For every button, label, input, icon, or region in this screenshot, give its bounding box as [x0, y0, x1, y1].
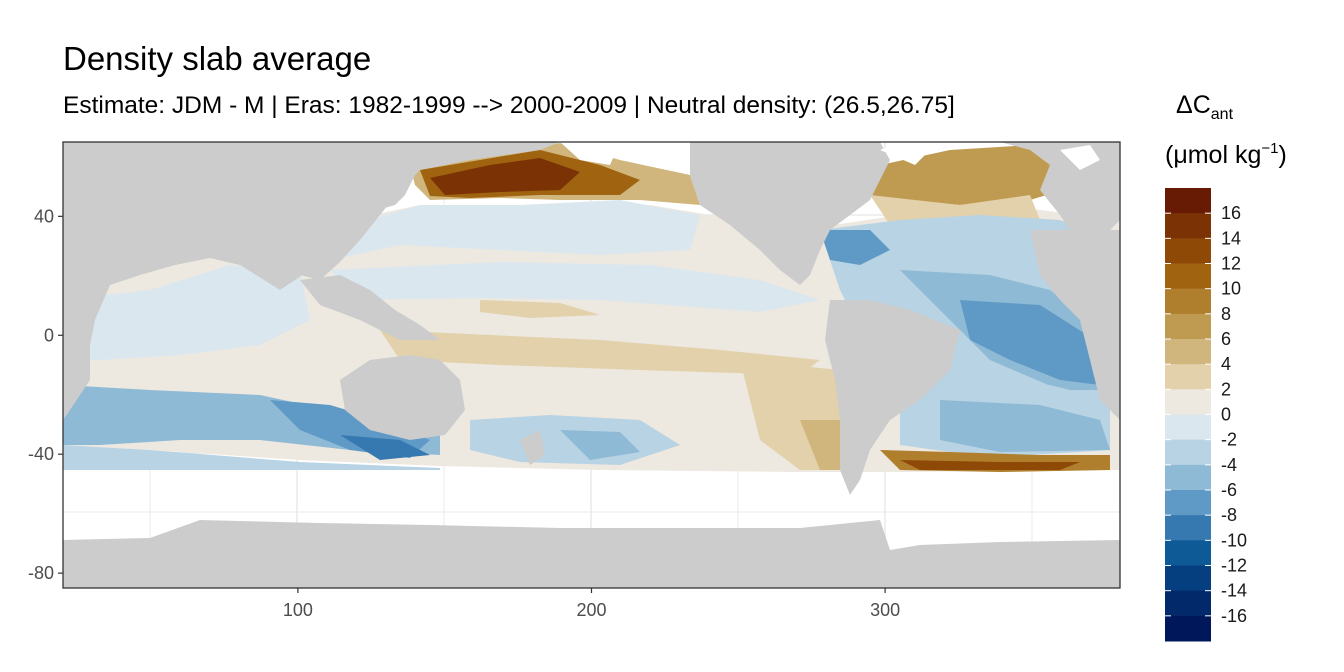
legend-label: -2	[1221, 430, 1237, 450]
australia	[340, 355, 465, 440]
north-atlantic-pool	[870, 145, 1090, 205]
y-tick-label: -40	[28, 444, 54, 464]
legend-swatch	[1165, 238, 1211, 264]
legend-swatch	[1165, 414, 1211, 441]
legend-label: -10	[1221, 530, 1247, 550]
legend-swatches	[1165, 188, 1211, 642]
legend-swatch	[1165, 615, 1211, 642]
x-tick-label: 200	[576, 600, 606, 620]
chart-subtitle: Estimate: JDM - M | Eras: 1982-1999 --> …	[63, 92, 955, 119]
y-tick-label: -80	[28, 563, 54, 583]
x-tick-label: 300	[870, 600, 900, 620]
chart-title: Density slab average	[63, 40, 372, 77]
legend-swatch	[1165, 565, 1211, 592]
map-panel	[63, 142, 1120, 588]
x-tick-label: 100	[283, 600, 313, 620]
y-tick-label: 40	[34, 206, 54, 226]
legend-swatch	[1165, 389, 1211, 415]
legend-swatch	[1165, 540, 1211, 566]
asia-east	[230, 142, 560, 280]
legend-swatch	[1165, 590, 1211, 617]
africa	[1030, 230, 1120, 420]
legend-swatch	[1165, 515, 1211, 541]
legend-label: 6	[1221, 329, 1231, 349]
legend-label: 4	[1221, 354, 1231, 374]
legend-title-unit: (μmol kg−1)	[1165, 140, 1287, 169]
legend-label: -6	[1221, 480, 1237, 500]
maritime-continent	[300, 275, 440, 340]
legend-swatch	[1165, 288, 1211, 315]
legend-swatch	[1165, 188, 1211, 214]
new-zealand	[520, 430, 545, 465]
legend-label: -8	[1221, 505, 1237, 525]
legend-swatch	[1165, 364, 1211, 390]
legend-swatch	[1165, 213, 1211, 239]
legend-swatch	[1165, 339, 1211, 365]
legend-label: -4	[1221, 455, 1237, 475]
legend-title-main: ΔCant	[1176, 91, 1234, 123]
legend-label: 10	[1221, 279, 1241, 299]
no-data-patches	[560, 142, 1100, 170]
legend-label: 14	[1221, 228, 1241, 248]
legend-label: 8	[1221, 304, 1231, 324]
legend-swatch	[1165, 464, 1211, 491]
legend-label: 0	[1221, 405, 1231, 425]
legend-swatch	[1165, 313, 1211, 340]
legend-swatch	[1165, 490, 1211, 516]
legend-swatch	[1165, 263, 1211, 290]
antarctica	[63, 520, 1120, 588]
north-america	[690, 142, 890, 285]
legend-label: -12	[1221, 556, 1247, 576]
legend-swatch	[1165, 439, 1211, 466]
legend-label: 2	[1221, 379, 1231, 399]
legend: ΔCant (μmol kg−1) 16 14 12 10 8 6 4 2 0 -2 -4 -6 -8 -…	[1165, 91, 1287, 642]
legend-label: 12	[1221, 254, 1241, 274]
legend-label: -16	[1221, 606, 1247, 626]
y-tick-label: 0	[44, 325, 54, 345]
greenland-europe	[1000, 142, 1120, 245]
legend-labels: 16 14 12 10 8 6 4 2 0 -2 -4 -6 -8 -10 -12 -14 -16	[1165, 203, 1247, 626]
south-america	[825, 300, 960, 495]
land	[63, 142, 1120, 588]
legend-label: -14	[1221, 581, 1247, 601]
legend-label: 16	[1221, 203, 1241, 223]
